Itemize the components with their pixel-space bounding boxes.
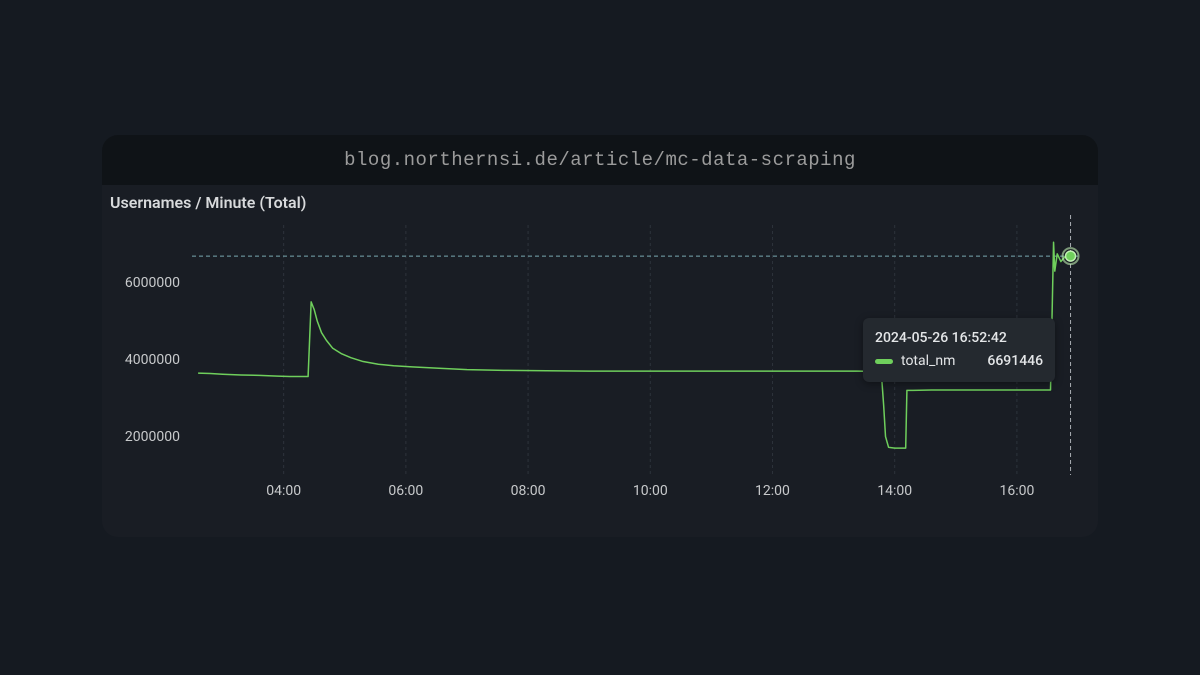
x-tick-label: 10:00 (633, 483, 668, 499)
x-axis: 04:00 06:00 08:00 10:00 12:00 14:00 16:00 (192, 483, 1078, 507)
y-tick-label: 2000000 (125, 429, 180, 445)
tooltip-value: 6691446 (987, 351, 1043, 372)
url-text: blog.northernsi.de/article/mc-data-scrap… (344, 149, 856, 171)
x-tick-label: 04:00 (266, 483, 301, 499)
x-tick-label: 12:00 (755, 483, 790, 499)
tooltip-series-label: total_nm (901, 351, 955, 372)
y-axis: 2000000 4000000 6000000 (102, 225, 186, 475)
y-tick-label: 4000000 (125, 352, 180, 368)
x-tick-label: 16:00 (999, 483, 1034, 499)
x-tick-label: 06:00 (388, 483, 423, 499)
hover-tooltip: 2024-05-26 16:52:42 total_nm 6691446 (863, 318, 1055, 382)
url-bar: blog.northernsi.de/article/mc-data-scrap… (102, 135, 1098, 185)
tooltip-swatch (875, 359, 893, 364)
chart-panel: blog.northernsi.de/article/mc-data-scrap… (102, 135, 1098, 537)
tooltip-timestamp: 2024-05-26 16:52:42 (875, 328, 1043, 349)
x-tick-label: 08:00 (511, 483, 546, 499)
x-tick-label: 14:00 (877, 483, 912, 499)
y-tick-label: 6000000 (125, 275, 180, 291)
chart-title: Usernames / Minute (Total) (110, 193, 306, 212)
